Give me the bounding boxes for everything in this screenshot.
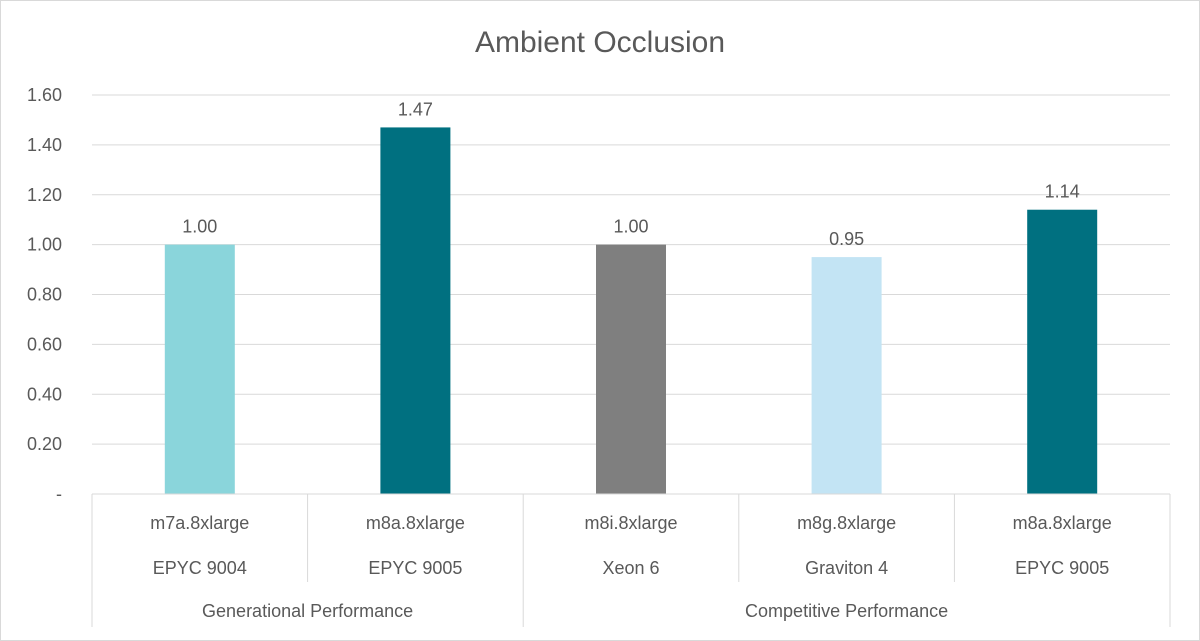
x-tick-instance: m8i.8xlarge [584, 513, 677, 533]
x-tick-instance: m7a.8xlarge [150, 513, 249, 533]
y-tick-label: 1.20 [27, 185, 62, 205]
x-tick-instance: m8a.8xlarge [366, 513, 465, 533]
data-label: 1.14 [1045, 182, 1080, 202]
y-tick-label: 1.40 [27, 135, 62, 155]
y-tick-label: 1.60 [27, 85, 62, 105]
x-tick-cpu: EPYC 9004 [153, 558, 247, 578]
x-tick-cpu: Xeon 6 [602, 558, 659, 578]
x-tick-instance: m8g.8xlarge [797, 513, 896, 533]
y-tick-label: - [56, 484, 62, 504]
bar [380, 127, 451, 494]
x-tick-instance: m8a.8xlarge [1013, 513, 1112, 533]
x-tick-cpu: EPYC 9005 [1015, 558, 1109, 578]
data-label: 1.00 [613, 217, 648, 237]
bar [164, 244, 235, 494]
data-label: 1.47 [398, 99, 433, 119]
bar [1027, 209, 1098, 494]
x-tick-cpu: EPYC 9005 [368, 558, 462, 578]
y-tick-label: 0.20 [27, 434, 62, 454]
y-tick-label: 0.80 [27, 285, 62, 305]
y-tick-label: 1.00 [27, 235, 62, 255]
bar [596, 244, 666, 494]
data-label: 1.00 [182, 217, 217, 237]
x-tick-cpu: Graviton 4 [805, 558, 888, 578]
chart-title: Ambient Occlusion [475, 26, 725, 59]
data-label: 0.95 [829, 229, 864, 249]
x-group-label: Generational Performance [202, 601, 413, 621]
bar [811, 257, 882, 494]
y-tick-label: 0.60 [27, 334, 62, 354]
y-tick-label: 0.40 [27, 384, 62, 404]
x-group-label: Competitive Performance [745, 601, 948, 621]
